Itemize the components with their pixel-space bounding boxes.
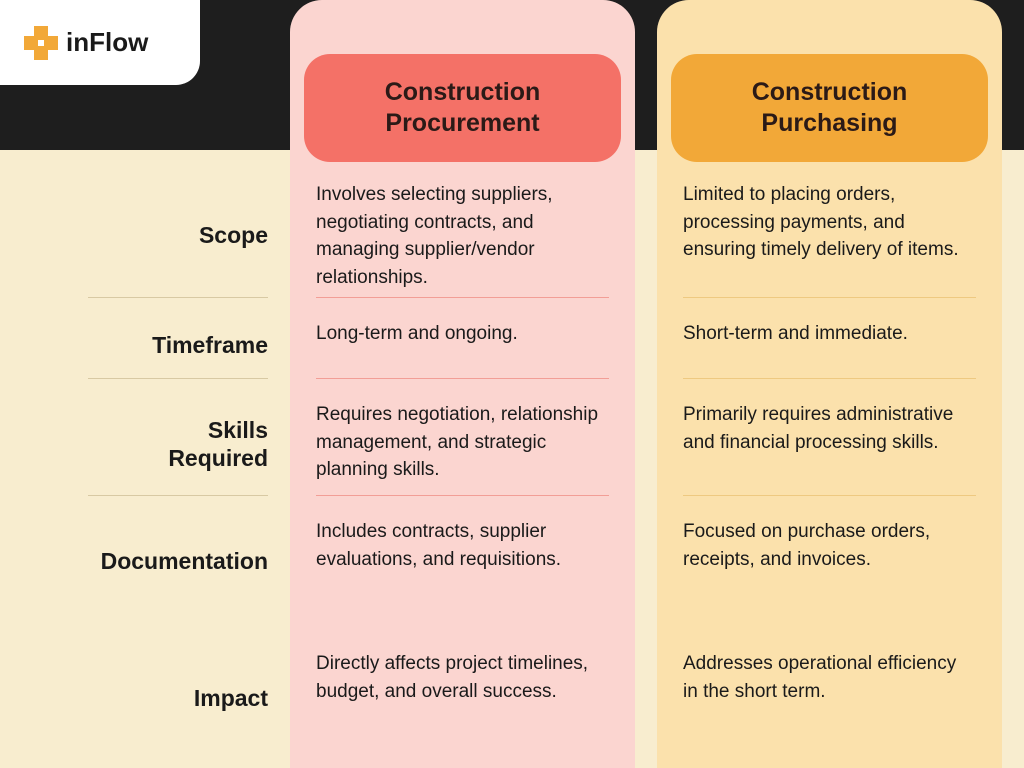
purchasing-column: Construction Purchasing Limited to placi… bbox=[657, 0, 1002, 768]
label-impact: Impact bbox=[0, 644, 268, 754]
comparison-table: Scope Timeframe Skills Required Document… bbox=[0, 0, 1024, 768]
cell-purchasing-timeframe: Short-term and immediate. bbox=[683, 314, 976, 378]
cell-purchasing-scope: Limited to placing orders, processing pa… bbox=[683, 175, 976, 297]
row-labels-column: Scope Timeframe Skills Required Document… bbox=[0, 0, 290, 768]
cell-purchasing-documentation: Focused on purchase orders, receipts, an… bbox=[683, 512, 976, 612]
cell-purchasing-impact: Addresses operational efficiency in the … bbox=[683, 644, 976, 754]
logo-icon bbox=[24, 26, 58, 60]
cell-procurement-impact: Directly affects project timelines, budg… bbox=[316, 644, 609, 754]
cell-procurement-scope: Involves selecting suppliers, negotiatin… bbox=[316, 175, 609, 297]
cell-procurement-skills: Requires negotiation, relationship manag… bbox=[316, 395, 609, 495]
procurement-column: Construction Procurement Involves select… bbox=[290, 0, 635, 768]
label-documentation: Documentation bbox=[0, 512, 268, 612]
brand-logo: inFlow bbox=[0, 0, 200, 85]
label-scope: Scope bbox=[0, 175, 268, 297]
cell-procurement-documentation: Includes contracts, supplier evaluations… bbox=[316, 512, 609, 612]
purchasing-header: Construction Purchasing bbox=[671, 54, 988, 162]
logo-text: inFlow bbox=[66, 27, 148, 58]
cell-procurement-timeframe: Long-term and ongoing. bbox=[316, 314, 609, 378]
procurement-header: Construction Procurement bbox=[304, 54, 621, 162]
cell-purchasing-skills: Primarily requires administrative and fi… bbox=[683, 395, 976, 495]
label-skills: Skills Required bbox=[0, 395, 268, 495]
label-timeframe: Timeframe bbox=[0, 314, 268, 378]
